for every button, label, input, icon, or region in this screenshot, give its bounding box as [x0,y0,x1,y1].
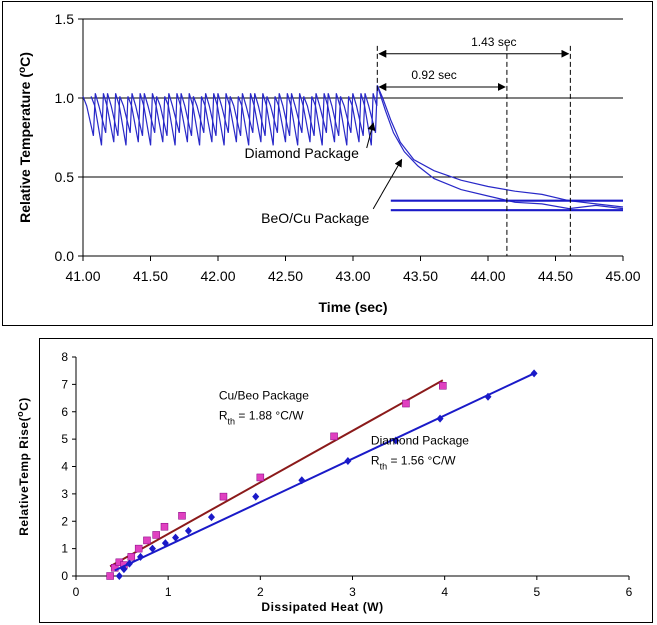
rth-label: Rth = 1.88 °C/W [219,408,304,426]
data-point-diamond [172,533,180,542]
y-tick-label: 1 [61,542,68,556]
x-tick-label: 2 [257,585,264,599]
y-tick-label: 6 [61,405,68,419]
x-tick-label: 42.50 [268,268,303,284]
annotation-arrow [372,158,403,210]
y-tick-label: 0 [61,569,68,583]
x-tick-label: 44.50 [538,268,573,284]
x-tick-label: 1 [165,585,172,599]
x-tick-label: 6 [626,585,633,599]
x-tick-label: 3 [349,585,356,599]
data-point-diamond [252,492,260,501]
data-point-diamond [161,539,169,548]
y-tick-label: 1.0 [55,90,75,106]
data-point-diamond [484,392,492,401]
data-point-diamond [392,436,400,445]
x-tick-label: 0 [73,585,80,599]
data-point-cu-beo [152,531,160,539]
series-label: Cu/Beo Package [219,388,309,402]
y-tick-label: 4 [61,460,68,474]
y-tick-label: 0.5 [55,169,75,185]
x-tick-label: 45.00 [605,268,640,284]
data-point-diamond [344,457,352,466]
data-point-cu-beo [256,473,265,482]
data-point-diamond [298,476,306,485]
chart-top-panel: 0.0 0.5 1.0 1.5 41.00 41.50 42.00 42.50 43.00 43.… [2,1,653,326]
annotation-label: Diamond Package [244,145,359,161]
duration-label: 1.43 sec [471,35,516,49]
annotation-arrow [366,122,376,149]
y-tick-label: 1.5 [55,11,75,27]
y-tick-label: 2 [61,514,68,528]
series-line-diamond [82,85,624,208]
data-point-cu-beo [143,536,151,545]
data-point-diamond [436,414,444,423]
data-point-diamond [115,572,123,580]
fit-line-cu-beo [109,379,444,568]
y-tick-label: 0.0 [55,248,75,264]
y-tick-label: 3 [61,487,68,501]
x-tick-label: 43.00 [335,268,370,284]
annotation-label: BeO/Cu Package [261,210,369,226]
y-tick-label: 5 [61,432,68,446]
duration-label: 0.92 sec [411,68,456,82]
rth-label: Rth = 1.56 °C/W [371,454,456,472]
data-point-cu-beo [106,572,114,580]
y-tick-label: 7 [61,377,68,391]
data-point-cu-beo [127,553,136,561]
x-tick-label: 42.00 [200,268,235,284]
data-point-diamond [148,544,156,553]
x-tick-label: 5 [533,585,540,599]
x-axis-title: Dissipated Heat (W) [261,600,383,614]
data-point-cu-beo [160,522,169,531]
fit-line-diamond [114,372,535,572]
data-point-diamond [184,526,192,535]
data-point-cu-beo [330,432,338,441]
y-tick-label: 8 [61,350,68,364]
x-tick-label: 43.50 [403,268,438,284]
x-tick-label: 44.00 [470,268,505,284]
data-point-diamond [125,559,133,568]
data-point-cu-beo [439,381,447,390]
data-point-cu-beo [134,544,143,553]
data-point-cu-beo [178,512,186,520]
heat-rise-chart: 0 1 2 3 4 5 6 7 8 0 1 2 3 4 5 6 Dissipated Heat (W) Relat… [15,350,633,614]
data-point-cu-beo [402,399,410,408]
data-point-diamond [137,552,145,561]
data-point-diamond [530,369,538,378]
data-point-cu-beo [219,492,228,501]
series-label: Diamond Package [371,434,469,448]
x-tick-label: 4 [441,585,448,599]
y-axis-title: Relative Temperature (oC) [17,52,34,223]
x-axis-title: Time (sec) [319,299,388,315]
x-tick-label: 41.00 [65,268,100,284]
series-line-beo-cu [90,85,624,210]
x-tick-label: 41.50 [133,268,168,284]
chart-bottom-panel: 0 1 2 3 4 5 6 7 8 0 1 2 3 4 5 6 Dissipated Heat (W) Relat… [15,338,653,623]
temperature-chart: 0.0 0.5 1.0 1.5 41.00 41.50 42.00 42.50 43.00 43.… [17,11,641,315]
y-axis-title: RelativeTemp Rise(oC) [15,397,31,536]
data-point-diamond [120,565,128,574]
data-point-diamond [207,513,215,522]
